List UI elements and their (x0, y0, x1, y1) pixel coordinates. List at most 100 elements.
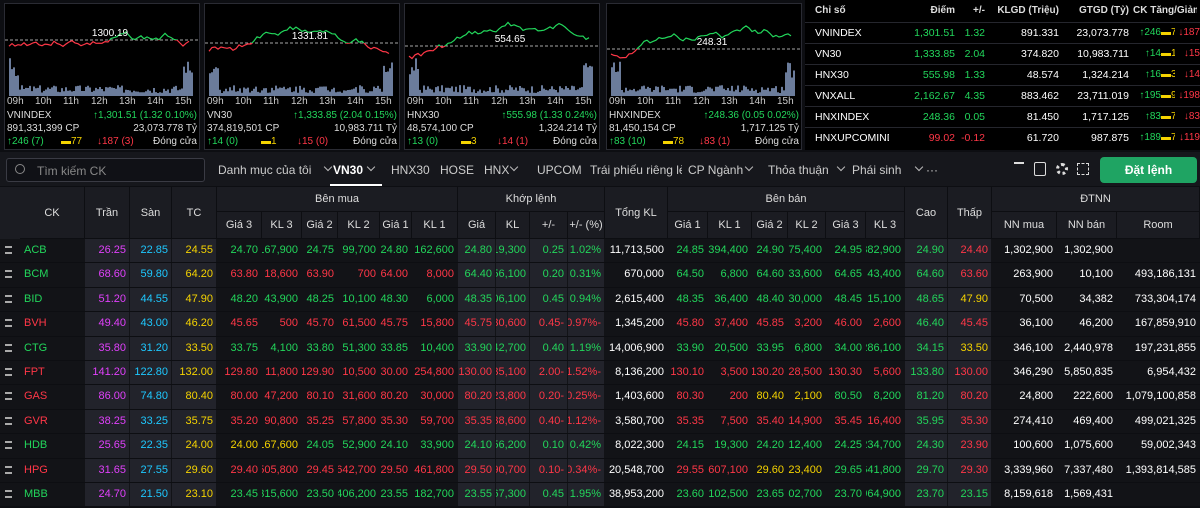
price-cell: 382,900 (866, 244, 901, 256)
pin-icon[interactable] (5, 294, 12, 303)
price-cell: 68.60 (85, 263, 129, 287)
breadth-cell: ↓187 (1178, 27, 1200, 38)
chart-price-label: 554.65 (494, 34, 526, 45)
price-cell: 23.45 (230, 488, 258, 500)
breadth-cell: ▬78 (1161, 111, 1175, 122)
pin-icon[interactable] (5, 270, 12, 279)
decliners: ↓15 (0) (297, 136, 329, 147)
pin-icon[interactable] (5, 319, 12, 328)
symbol[interactable]: FPT (24, 366, 45, 378)
pin-icon[interactable] (5, 465, 12, 474)
price-cell: 4,100 (270, 341, 298, 354)
symbol[interactable]: ACB (24, 244, 47, 256)
tab[interactable]: UPCOM (537, 163, 581, 177)
tab[interactable]: HNX30 (391, 163, 430, 177)
symbol[interactable]: BVH (24, 317, 47, 330)
price-cell: 346,100 (1013, 341, 1053, 354)
pin-icon[interactable] (5, 392, 12, 401)
symbol[interactable]: GAS (24, 390, 48, 403)
index-cell: 987.875 (1091, 132, 1129, 144)
group-header: Bên mua (217, 187, 458, 212)
breadth-cell: ↓14 (1183, 69, 1200, 80)
price-cell: 24.30 (905, 434, 947, 458)
price-cell (1117, 483, 1199, 506)
price-cell: 64.60 (756, 268, 784, 281)
symbol[interactable]: BCM (24, 268, 49, 281)
pin-icon[interactable] (5, 246, 12, 254)
pin-icon[interactable] (5, 441, 12, 450)
fullscreen-icon[interactable] (1077, 163, 1089, 175)
tab[interactable]: Danh mục của tôi (218, 163, 312, 177)
scroll-top-icon[interactable] (1014, 162, 1024, 176)
tab[interactable]: Thỏa thuận (768, 163, 829, 177)
price-cell: 33.90 (458, 336, 495, 360)
tab[interactable]: ··· (926, 163, 938, 177)
price-cell: 263,900 (1013, 268, 1053, 281)
price-cell: -0.40 (530, 409, 567, 434)
column-header: Giá 3 (217, 212, 262, 239)
tab[interactable]: VN30 (333, 163, 364, 177)
symbol[interactable]: BID (24, 292, 43, 305)
time-label: 12h (693, 96, 710, 107)
price-cell: 24.90 (756, 244, 784, 256)
price-cell: 1,075,600 (1064, 439, 1113, 452)
price-cell: 14,006,900 (608, 341, 664, 354)
search-box[interactable]: Tìm kiếm CK (6, 158, 205, 182)
symbol[interactable]: MBB (24, 488, 48, 500)
tab[interactable]: Phái sinh (852, 163, 902, 177)
price-cell: 535,100 (496, 361, 529, 385)
pin-icon[interactable] (5, 368, 12, 376)
symbol[interactable]: HPG (24, 463, 48, 476)
breadth-cell: ↑195 (1139, 90, 1161, 101)
price-line-up (437, 21, 590, 46)
excel-icon[interactable] (1034, 162, 1046, 176)
tab[interactable]: HNX (484, 163, 510, 177)
index-cell: 891.331 (1021, 27, 1059, 39)
unchanged: ▬77 (61, 136, 83, 147)
time-label: 15h (777, 96, 794, 107)
price-cell: 24.40 (948, 239, 991, 263)
index-name: HNXINDEX (609, 110, 661, 121)
tab[interactable]: Trái phiếu riêng lẻ (590, 163, 682, 177)
price-cell: 1.95% (568, 483, 604, 507)
price-cell: 29.40 (230, 463, 258, 476)
index-cell: 883.462 (1021, 90, 1059, 102)
price-cell: 142,700 (496, 336, 529, 360)
settings-icon[interactable] (1056, 163, 1068, 175)
price-cell: 20,500 (714, 341, 748, 354)
index-header: KLGD (Triệu) (997, 5, 1059, 16)
price-cell: 28,500 (788, 366, 822, 378)
price-cell: 34.15 (905, 336, 947, 360)
column-header: KL 3 (262, 212, 302, 239)
index-cell: -0.12 (961, 132, 985, 144)
price-cell: -0.34% (568, 458, 604, 482)
pin-icon[interactable] (5, 490, 12, 498)
price-cell: 45.45 (948, 312, 991, 336)
pin-icon[interactable] (5, 343, 12, 352)
pin-icon[interactable] (5, 416, 12, 425)
symbol[interactable]: GVR (24, 414, 48, 427)
price-cell: 29.70 (905, 458, 947, 482)
index-cell: 23,073.778 (1076, 27, 1129, 39)
price-cell: 90,800 (264, 414, 298, 427)
price-cell: 670,000 (624, 268, 664, 281)
price-cell: 31,600 (342, 390, 376, 403)
order-button[interactable]: Đặt lệnh (1100, 157, 1197, 183)
column-header: Giá 3 (826, 212, 866, 239)
index-header: Điểm (930, 5, 955, 16)
symbol[interactable]: HDB (24, 439, 48, 452)
price-cell: 64.60 (905, 263, 947, 287)
decliners: ↓187 (3) (97, 136, 134, 147)
price-cell: 23.65 (756, 488, 784, 500)
price-cell: 24.15 (676, 439, 704, 452)
price-cell: 59,700 (420, 414, 454, 427)
tab[interactable]: CP Ngành (688, 163, 744, 177)
unchanged: ▬78 (663, 136, 685, 147)
price-cell: 130.00 (458, 361, 495, 385)
symbol[interactable]: CTG (24, 341, 48, 354)
price-cell: 46.20 (172, 312, 216, 336)
price-cell: 3,200 (794, 317, 822, 330)
tab[interactable]: HOSE (440, 163, 475, 177)
column-header: NN bán (1057, 212, 1117, 239)
